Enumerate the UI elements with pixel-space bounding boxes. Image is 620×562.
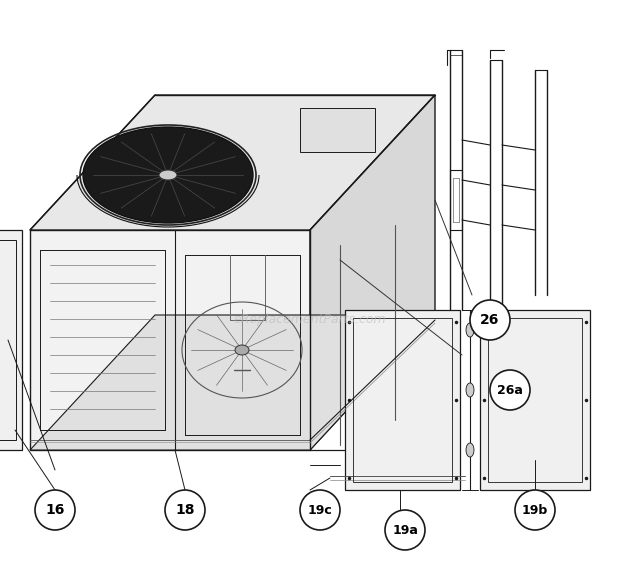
Circle shape — [385, 510, 425, 550]
Ellipse shape — [159, 170, 177, 180]
Circle shape — [300, 490, 340, 530]
Polygon shape — [0, 230, 22, 450]
Text: 26a: 26a — [497, 383, 523, 397]
Text: eReplacementParts.com: eReplacementParts.com — [234, 314, 386, 327]
Polygon shape — [30, 315, 435, 450]
Circle shape — [490, 370, 530, 410]
Polygon shape — [345, 310, 460, 490]
Text: 18: 18 — [175, 503, 195, 517]
Circle shape — [165, 490, 205, 530]
Polygon shape — [30, 230, 310, 450]
Polygon shape — [310, 95, 435, 450]
Polygon shape — [480, 310, 590, 490]
Ellipse shape — [466, 443, 474, 457]
Text: 26: 26 — [480, 313, 500, 327]
Text: 19c: 19c — [308, 504, 332, 516]
Circle shape — [515, 490, 555, 530]
Text: 19a: 19a — [392, 523, 418, 537]
Polygon shape — [30, 95, 435, 230]
Text: 19b: 19b — [522, 504, 548, 516]
Circle shape — [35, 490, 75, 530]
Polygon shape — [300, 108, 375, 152]
Ellipse shape — [466, 383, 474, 397]
Ellipse shape — [83, 127, 253, 223]
Ellipse shape — [235, 345, 249, 355]
Ellipse shape — [466, 323, 474, 337]
Circle shape — [470, 300, 510, 340]
Text: 16: 16 — [45, 503, 64, 517]
